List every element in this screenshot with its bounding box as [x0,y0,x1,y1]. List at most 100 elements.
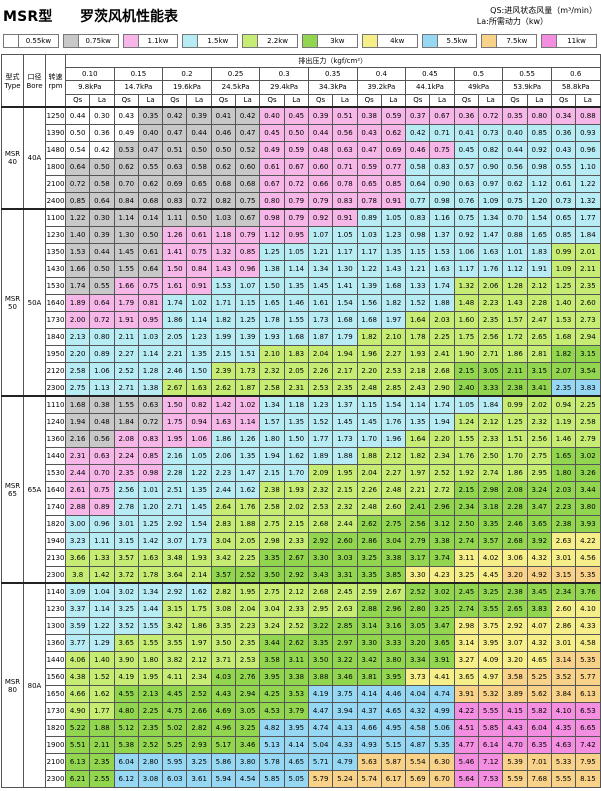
la-cell: 2.02 [283,497,309,516]
qs-cell: 1.14 [113,208,139,227]
qs-cell: 2.48 [356,378,382,397]
qs-cell: 1.77 [307,429,334,448]
qs-cell: 0.39 [307,106,334,125]
qs-cell: 0.82 [210,191,237,210]
qs-cell: 4.69 [210,701,237,720]
la-cell: 0.78 [332,174,358,193]
rpm-cell: 1560★ [45,667,66,686]
la-cell: 1.39 [235,327,261,346]
rpm-cell: 1300 [45,616,66,635]
qs-cell: 1.39 [356,276,382,295]
qs-cell: 3.20 [405,633,431,652]
la-cell: 0.39 [89,225,115,244]
qs-cell: 2.58 [259,497,285,516]
qs-cell: 1.99 [210,327,237,346]
qs-cell: 3.15 [162,599,188,618]
la-cell: 1.54 [186,514,212,533]
la-cell: 2.14 [186,565,212,584]
la-cell: 1.23 [380,225,407,244]
pressure-value: 0.55 [502,67,552,82]
la-cell: 3.65 [526,514,552,533]
legend-item: 2.2kw [242,34,298,48]
la-cell: 1.76 [478,259,504,278]
la-cell: 1.84 [478,395,504,414]
qs-cell: 4.70 [502,735,528,754]
qs-cell: 3.09 [64,582,91,601]
kpa-value: 58.8kPa [550,80,601,95]
la-cell: 2.33 [478,429,504,448]
la-cell: 3.24 [526,480,552,499]
rpm-cell: 2100 [45,174,66,193]
la-cell: 3.75 [332,684,358,703]
la-cell: 1.80 [137,650,164,669]
qs-cell: 1.50 [162,395,188,414]
la-cell: 3.02 [429,582,455,601]
model-cell: MSR 65 [1,395,24,584]
la-cell: 1.93 [186,548,212,567]
qs-cell: 1.25 [550,276,577,295]
la-cell: 0.67 [235,208,261,227]
qs-cell: 1.93 [405,344,431,363]
la-cell: 1.76 [235,497,261,516]
la-cell: 0.30 [89,106,115,125]
la-cell: 1.84 [575,225,601,244]
qs-cell: 3.37 [64,599,91,618]
la-cell: 4.23 [429,565,455,584]
la-cell: 2.27 [380,463,407,482]
legend-label: 1.5kw [207,37,229,45]
qs-cell: 0.46 [210,123,237,142]
la-cell: 1.88 [332,446,358,465]
bore-cell: 50A [23,208,46,397]
qs-cell: 2.24 [113,446,139,465]
rpm-cell: 2400 [45,191,66,210]
table-row: 1730 4.90 1.77 4.80 2.25 4.75 2.66 4.69 3.05 4.53… [2,701,601,720]
qs-cell: 2.15 [210,344,237,363]
qs-cell: 2.86 [550,616,577,635]
la-cell: 5.35 [575,650,601,669]
la-cell: 2.52 [235,565,261,584]
qs-cell: 0.55 [550,157,577,176]
la-cell: 2.32 [332,497,358,516]
la-cell: 2.44 [332,514,358,533]
la-cell: 0.59 [283,140,309,159]
la-cell: 1.14 [235,412,261,431]
la-cell: 1.88 [89,718,115,737]
la-cell: 1.79 [332,327,358,346]
la-cell: 3.46 [235,735,261,754]
la-cell: 3.54 [575,361,601,380]
qs-cell: 0.85 [550,225,577,244]
la-cell: 3.83 [526,599,552,618]
qs-cell: 2.56 [113,480,139,499]
la-cell: 3.76 [575,582,601,601]
la-cell: 0.47 [235,123,261,142]
la-cell: 1.54 [332,293,358,312]
qs-cell: 0.49 [113,123,139,142]
la-cell: 0.89 [89,344,115,363]
la-cell: 1.09 [478,191,504,210]
qs-cell: 2.75 [259,582,285,601]
table-row: 1300 3.59 1.22 3.52 1.55 3.42 1.86 3.35 2.23 3.24… [2,616,601,635]
qs-cell: 3.35 [307,633,334,652]
la-header: La [478,93,504,108]
la-cell: 1.45 [186,497,212,516]
qs-cell: 2.27 [113,344,139,363]
la-cell: 0.70 [89,463,115,482]
legend-item: 1.1kw [122,34,179,48]
qs-cell: 1.52 [307,412,334,431]
legend-swatch [422,35,438,47]
qs-cell: 2.95 [307,599,334,618]
kpa-value: 24.5kPa [210,80,261,95]
la-cell: 7.53 [478,769,504,788]
la-cell: 3.83 [575,378,601,397]
table-row: 1640 1.89 0.64 1.79 0.81 1.74 1.02 1.71 1.15 1.65… [2,293,601,312]
la-cell: 0.75 [235,191,261,210]
rpm-cell: 1820 [45,718,66,737]
qs-cell: 5.86 [210,752,237,771]
qs-cell: 1.50 [259,276,285,295]
legend-swatch [63,35,79,47]
la-cell: 2.10 [380,327,407,346]
kpa-value: 34.3kPa [307,80,358,95]
table-row: 2300 3.8 1.42 3.72 1.78 3.64 2.14 3.57 2.52 3.50 2… [2,565,601,584]
qs-cell: 2.56 [405,514,431,533]
la-cell: 1.32 [575,191,601,210]
